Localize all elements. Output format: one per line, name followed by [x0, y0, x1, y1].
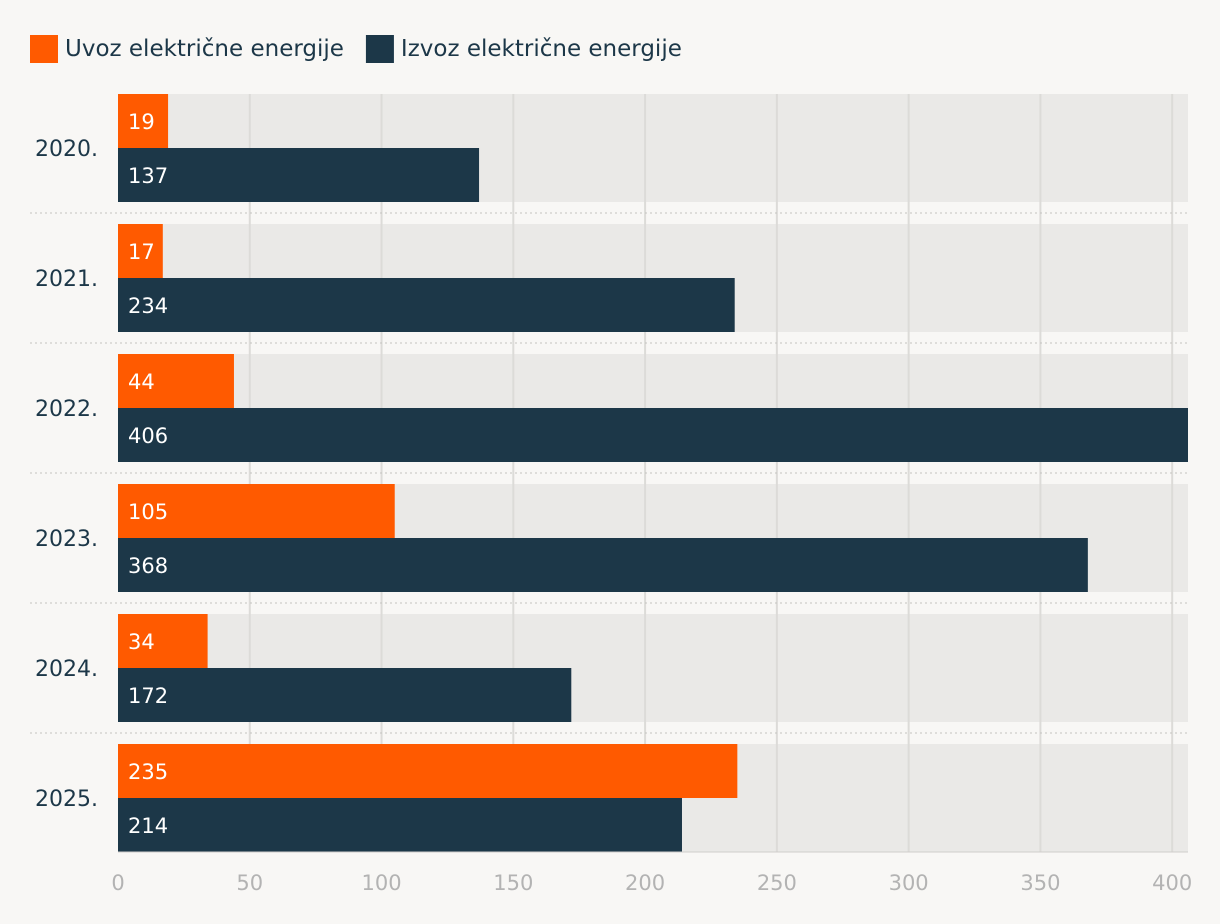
data-label: 406 [128, 424, 168, 448]
category-label: 2023. [35, 527, 98, 552]
data-label: 172 [128, 684, 168, 708]
bar-import [118, 614, 208, 668]
x-tick-label: 350 [1020, 871, 1060, 895]
data-label: 44 [128, 370, 155, 394]
legend-swatch-1 [365, 35, 394, 63]
bar-import [118, 744, 738, 798]
bar-import [118, 484, 395, 538]
bar-export [118, 278, 735, 332]
x-tick-label: 0 [111, 871, 124, 895]
data-label: 235 [128, 760, 168, 784]
data-label: 19 [128, 110, 155, 134]
x-tick-label: 100 [361, 871, 401, 895]
category-label: 2021. [35, 267, 98, 292]
legend-swatch-0 [30, 35, 58, 63]
data-label: 105 [128, 500, 168, 524]
bar-export [118, 408, 1188, 462]
legend: Uvoz električne energije Izvoz električne… [30, 35, 682, 63]
data-label: 234 [128, 294, 168, 318]
legend-label-0: Uvoz električne energije [65, 36, 344, 62]
bar-export [118, 798, 682, 852]
category-label: 2024. [35, 657, 98, 682]
bar-export [118, 668, 572, 722]
category-label: 2025. [35, 787, 98, 812]
data-label: 368 [128, 554, 168, 578]
x-tick-label: 150 [493, 871, 533, 895]
data-label: 137 [128, 164, 168, 188]
bar-export [118, 148, 480, 202]
bar-import [118, 94, 169, 148]
bar-import [118, 354, 234, 408]
category-label: 2020. [35, 137, 98, 162]
x-tick-label: 400 [1152, 871, 1192, 895]
data-label: 17 [128, 240, 155, 264]
bar-import [118, 224, 163, 278]
data-label: 34 [128, 630, 155, 654]
legend-label-1: Izvoz električne energije [401, 36, 682, 62]
x-tick-label: 200 [625, 871, 665, 895]
bar-export [118, 538, 1088, 592]
data-label: 214 [128, 814, 168, 838]
x-tick-label: 300 [889, 871, 929, 895]
category-label: 2022. [35, 397, 98, 422]
x-tick-label: 50 [236, 871, 263, 895]
plot-area: 2020.191372021.172342022.444062023.10536… [30, 94, 1192, 895]
x-tick-label: 250 [757, 871, 797, 895]
